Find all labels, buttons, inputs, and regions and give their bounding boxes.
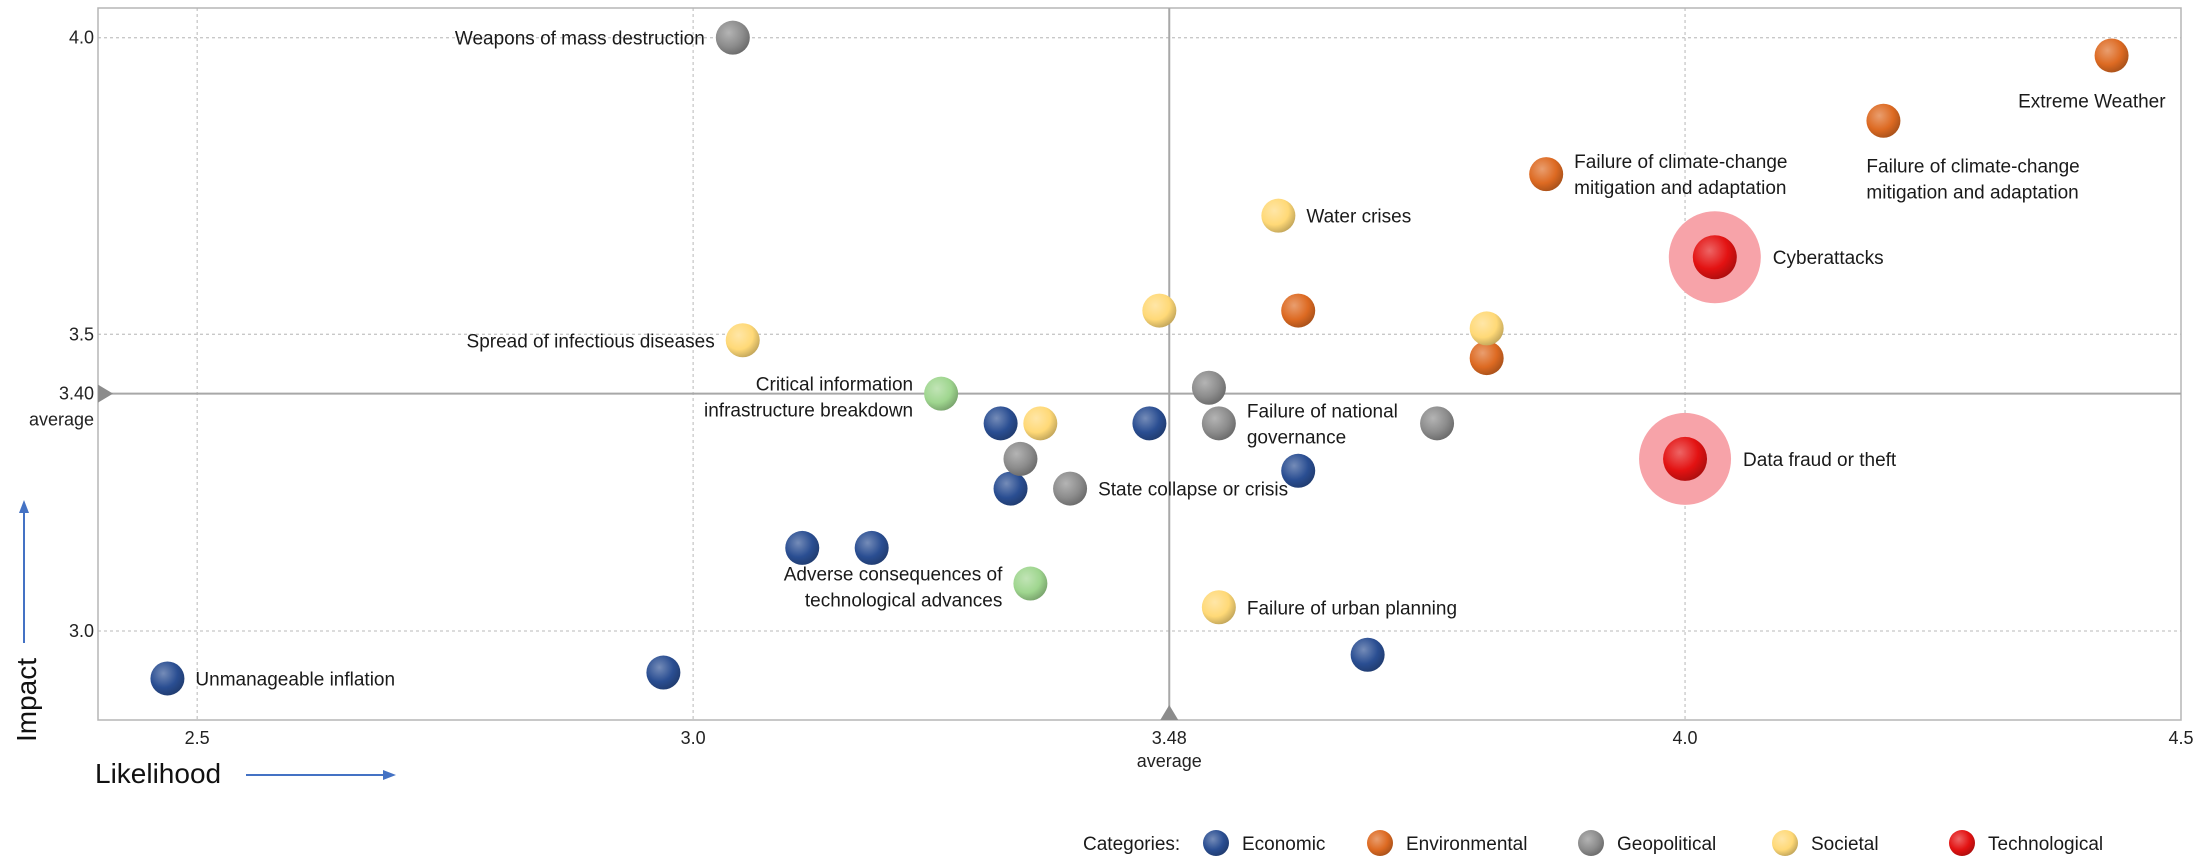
point-label: State collapse or crisis: [1098, 480, 1288, 501]
data-point: [2094, 38, 2129, 73]
point-labels: Unmanageable inflation Failure of climate…: [195, 29, 2166, 691]
point-label: Cyberattacks: [1773, 248, 1884, 269]
point-label: Data fraud or theft: [1743, 450, 1897, 471]
y-tick-label: 3.5: [69, 324, 94, 344]
data-point: [715, 20, 750, 55]
data-points: [150, 20, 2129, 696]
legend-title: Categories:: [1083, 834, 1180, 855]
average-y-label: average: [29, 410, 94, 430]
data-point: [1281, 293, 1316, 328]
data-point: [1013, 566, 1048, 601]
data-point: [1420, 406, 1455, 441]
data-point: [1053, 471, 1088, 506]
plot-frame: [97, 7, 2182, 721]
data-point: [1201, 590, 1236, 625]
data-point: [646, 655, 681, 690]
point-label: Extreme Weather: [2018, 91, 2166, 112]
legend: Categories: Economic Environmental Geopolit…: [1083, 830, 2103, 856]
point-label: mitigation and adaptation: [1574, 178, 1786, 199]
data-point: [725, 323, 760, 358]
point-label: mitigation and adaptation: [1866, 183, 2078, 204]
data-point: [1469, 341, 1504, 376]
x-axis-arrow: [246, 770, 396, 780]
data-point-highlight: [1663, 436, 1708, 481]
tick-labels: 2.5 3.0 3.48 4.0 4.5 average 3.0 3.5 4.0 3.40 aver…: [29, 28, 2194, 771]
point-label: technological advances: [805, 591, 1003, 612]
point-label: Failure of national: [1247, 401, 1398, 422]
data-point: [1132, 406, 1167, 441]
legend-label-societal: Societal: [1811, 834, 1879, 855]
data-point-highlight: [1692, 235, 1737, 280]
average-x-marker: [1160, 705, 1179, 720]
x-tick-label: 2.5: [185, 728, 210, 748]
average-y-value: 3.40: [59, 384, 94, 404]
x-tick-label: 3.48: [1152, 728, 1187, 748]
x-axis-title: Likelihood: [95, 758, 221, 789]
data-point: [785, 530, 820, 565]
data-point: [1529, 157, 1564, 192]
data-point: [1866, 103, 1901, 138]
data-point: [1023, 406, 1058, 441]
legend-swatch-societal: [1772, 830, 1798, 856]
average-y-marker: [98, 384, 113, 403]
point-label: Spread of infectious diseases: [467, 331, 715, 352]
data-point: [1350, 637, 1385, 672]
data-point: [1191, 370, 1226, 405]
point-label: Water crises: [1306, 207, 1411, 228]
data-point: [983, 406, 1018, 441]
legend-label-economic: Economic: [1242, 834, 1325, 855]
y-tick-label: 4.0: [69, 28, 94, 48]
data-point: [1261, 198, 1296, 233]
y-axis-title: Impact: [11, 658, 42, 742]
point-label: Failure of climate-change: [1866, 157, 2079, 178]
data-point: [1142, 293, 1177, 328]
x-tick-label: 3.0: [681, 728, 706, 748]
legend-swatch-technological: [1949, 830, 1975, 856]
point-label: infrastructure breakdown: [704, 401, 913, 422]
average-lines: [98, 8, 2181, 720]
legend-label-technological: Technological: [1988, 834, 2103, 855]
data-point: [993, 471, 1028, 506]
x-tick-label: 4.5: [2168, 728, 2193, 748]
y-axis-arrow: [19, 500, 29, 643]
data-point: [854, 530, 889, 565]
legend-label-environmental: Environmental: [1406, 834, 1527, 855]
legend-label-geopolitical: Geopolitical: [1617, 834, 1716, 855]
x-tick-label: 4.0: [1673, 728, 1698, 748]
legend-swatch-economic: [1203, 830, 1229, 856]
data-point: [1003, 441, 1038, 476]
data-point: [924, 376, 959, 411]
average-x-label: average: [1137, 751, 1202, 771]
grid-layer: [98, 8, 2181, 720]
y-tick-label: 3.0: [69, 621, 94, 641]
point-label: governance: [1247, 427, 1346, 448]
data-point: [1469, 311, 1504, 346]
point-label: Unmanageable inflation: [195, 669, 395, 690]
point-label: Failure of urban planning: [1247, 598, 1457, 619]
legend-swatch-geopolitical: [1578, 830, 1604, 856]
point-label: Failure of climate-change: [1574, 152, 1787, 173]
data-point: [1201, 406, 1236, 441]
point-label: Critical information: [756, 375, 913, 396]
data-point: [1281, 453, 1316, 488]
point-label: Weapons of mass destruction: [455, 29, 705, 50]
legend-swatch-environmental: [1367, 830, 1393, 856]
data-point: [150, 661, 185, 696]
point-label: Adverse consequences of: [784, 565, 1003, 586]
